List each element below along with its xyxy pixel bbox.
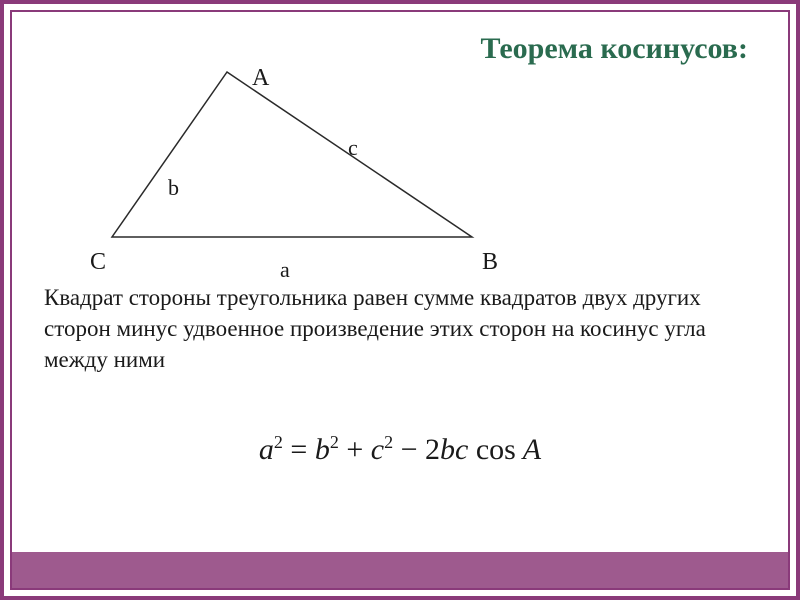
triangle-shape [112,72,472,237]
formula-exp2: 2 [330,432,339,452]
inner-border: Теорема косинусов: A B C a b c Квадрат с… [10,10,790,590]
formula-eq: = [290,433,314,466]
side-label-a: a [280,257,290,283]
slide-frame: Теорема косинусов: A B C a b c Квадрат с… [0,0,800,600]
formula-plus: + [346,433,370,466]
formula-c2: c [455,433,468,466]
theorem-statement: Квадрат стороны треугольника равен сумме… [44,282,756,375]
side-label-b: b [168,175,179,201]
vertex-label-c: C [90,249,106,276]
formula: a2 = b2 + c2 − 2bc cos A [12,432,788,467]
formula-minus: − [401,433,425,466]
formula-c: c [371,433,384,466]
formula-exp3: 2 [384,432,393,452]
formula-exp1: 2 [274,432,283,452]
footer-bar [12,552,788,588]
triangle-diagram: A B C a b c [52,47,502,267]
side-label-c: c [348,135,358,161]
formula-angle-letter: A [523,433,541,466]
formula-b: b [315,433,330,466]
triangle-svg [52,47,502,267]
formula-cos: cos [476,433,516,466]
formula-angle: A [523,433,541,466]
formula-coef: 2 [425,433,440,466]
formula-a: a [259,433,274,466]
slide-title: Теорема косинусов: [480,32,748,66]
vertex-label-a: A [252,65,269,92]
formula-b2: b [440,433,455,466]
vertex-label-b: B [482,249,498,276]
